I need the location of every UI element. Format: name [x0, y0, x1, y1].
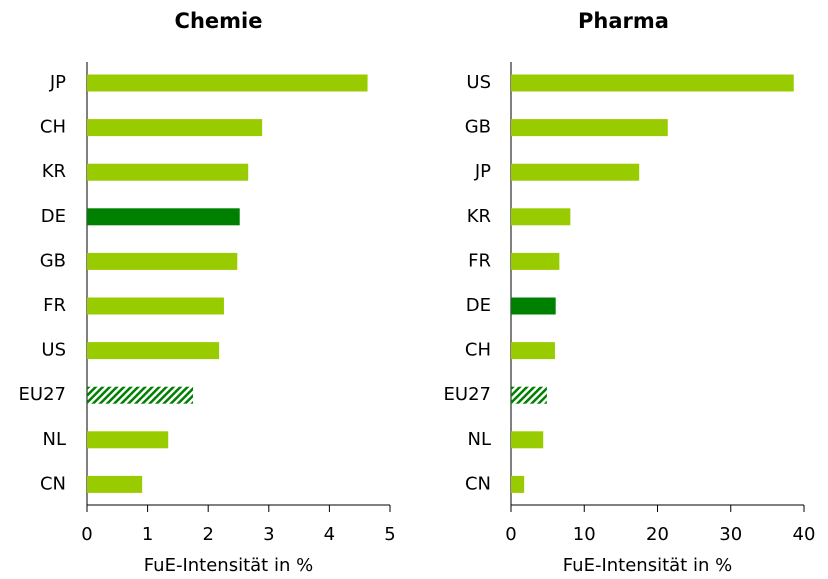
bar [511, 431, 544, 449]
x-tick-label: 30 [719, 524, 742, 545]
x-axis-label: FuE-Intensität in % [563, 555, 732, 576]
y-tick-label: JP [474, 161, 491, 182]
y-tick-label: JP [49, 72, 66, 93]
y-tick-label: KR [467, 206, 491, 227]
bar [511, 119, 668, 137]
y-tick-label: DE [466, 295, 491, 316]
bar [511, 386, 547, 404]
bar [87, 342, 220, 360]
x-tick-label: 4 [324, 524, 335, 545]
bar [511, 475, 525, 493]
y-tick-label: CN [40, 473, 66, 494]
bar [511, 252, 560, 270]
y-tick-label: CH [40, 117, 66, 138]
x-tick-label: 0 [81, 524, 92, 545]
y-tick-label: FR [468, 250, 491, 271]
y-tick-label: GB [40, 250, 66, 271]
bar [87, 252, 238, 270]
y-tick-label: NL [468, 429, 492, 450]
y-tick-label: KR [42, 161, 66, 182]
y-tick-label: FR [43, 295, 66, 316]
y-tick-label: US [466, 72, 491, 93]
bar [511, 74, 794, 92]
x-tick-label: 20 [646, 524, 669, 545]
bar [511, 342, 555, 360]
bar [87, 386, 194, 404]
x-tick-label: 5 [384, 524, 395, 545]
bar [87, 431, 169, 449]
bar [87, 74, 368, 92]
chart-title: Chemie [175, 9, 263, 33]
x-axis-label: FuE-Intensität in % [144, 555, 313, 576]
bar [511, 163, 640, 181]
y-tick-label: CN [465, 473, 491, 494]
chart-title: Pharma [578, 9, 669, 33]
y-tick-label: CH [465, 340, 491, 361]
bar [87, 119, 263, 137]
x-tick-label: 10 [573, 524, 596, 545]
bar [87, 475, 143, 493]
x-tick-label: 3 [263, 524, 274, 545]
y-tick-label: EU27 [444, 384, 491, 405]
bar [87, 163, 249, 181]
bar [511, 208, 571, 226]
x-tick-label: 40 [793, 524, 816, 545]
y-tick-label: DE [41, 206, 66, 227]
bar [511, 297, 556, 315]
bar [87, 208, 240, 226]
y-tick-label: GB [465, 117, 491, 138]
x-tick-label: 0 [505, 524, 516, 545]
x-tick-label: 2 [202, 524, 213, 545]
y-tick-label: EU27 [19, 384, 66, 405]
y-tick-label: NL [43, 429, 67, 450]
x-tick-label: 1 [142, 524, 153, 545]
bar [87, 297, 224, 315]
y-tick-label: US [41, 340, 66, 361]
